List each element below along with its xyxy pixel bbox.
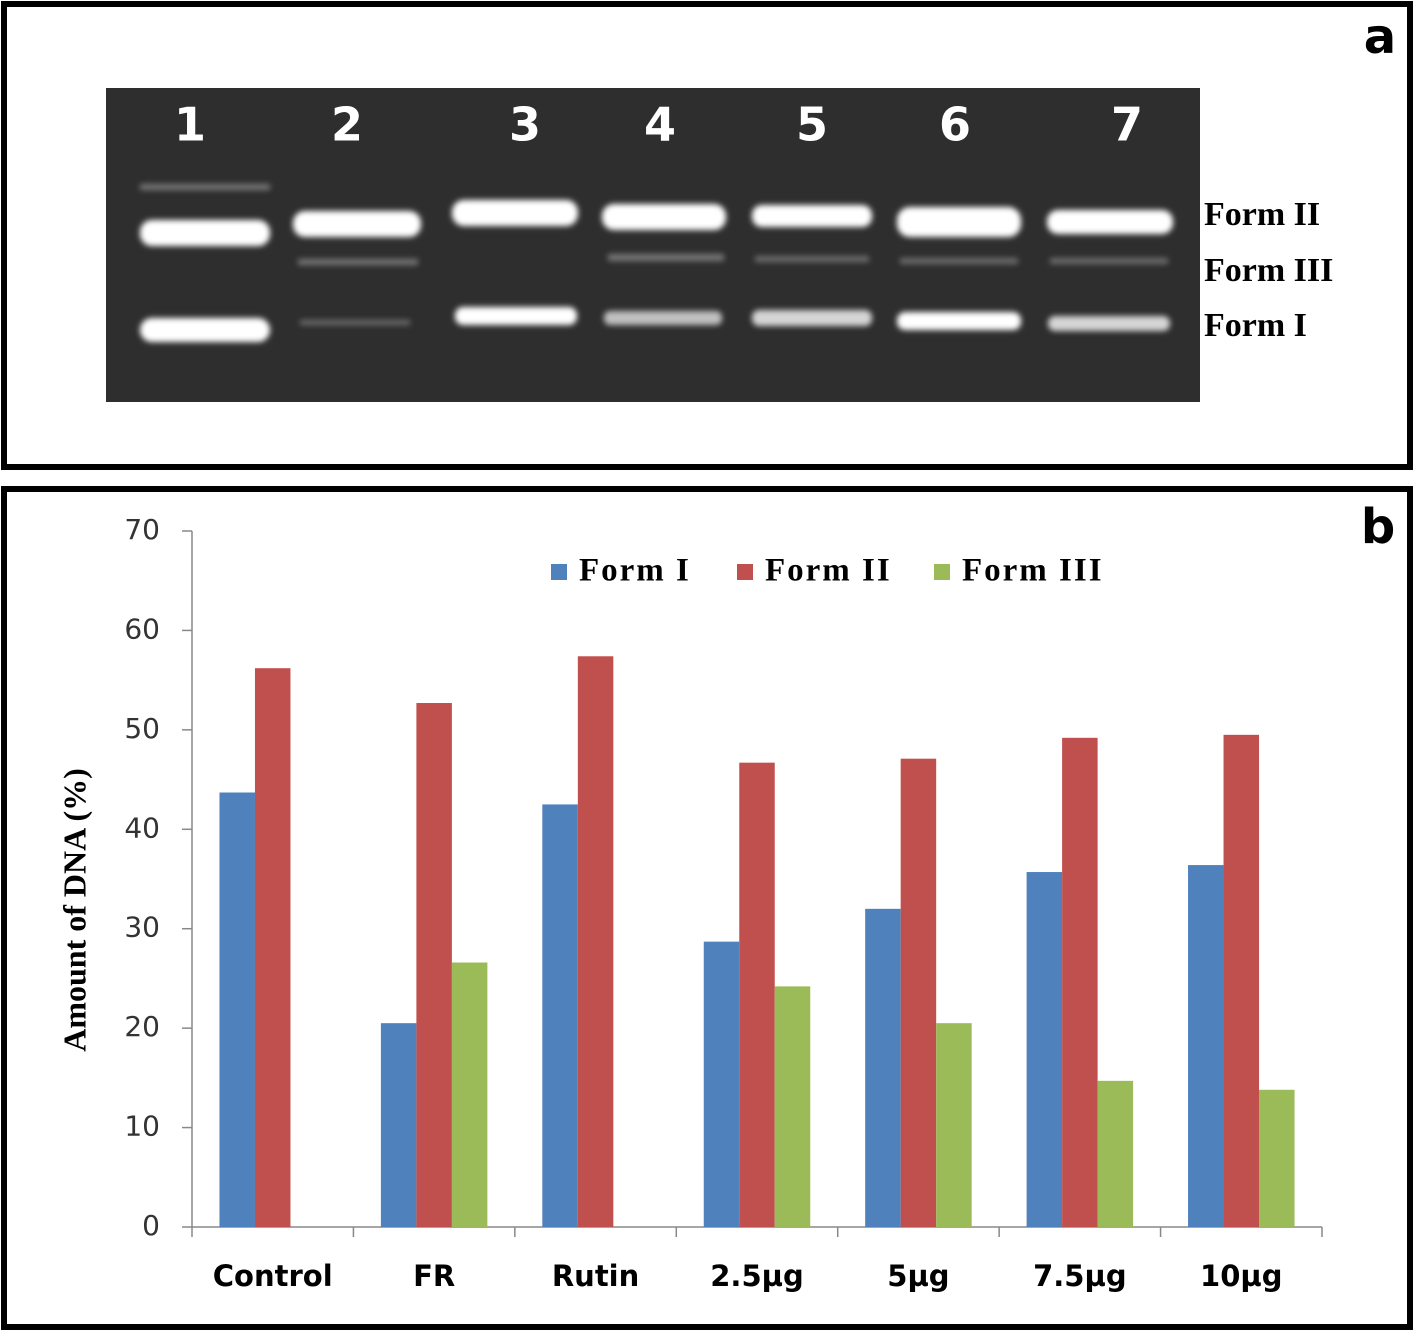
bar: [451, 962, 488, 1227]
gel-bands: [140, 184, 1173, 342]
y-axis-title: Amount of DNA (%): [56, 768, 92, 1052]
legend-label: Form I: [579, 553, 691, 589]
legend-label: Form II: [765, 553, 892, 589]
form-label: Form I: [1204, 307, 1307, 344]
y-tick-label: 30: [124, 911, 160, 944]
x-tick-label: FR: [413, 1259, 455, 1293]
bar: [1223, 734, 1260, 1227]
bar: [865, 908, 901, 1227]
bar: [1188, 865, 1224, 1227]
bar: [542, 804, 578, 1227]
lane-label: 6: [939, 98, 971, 152]
y-tick-label: 10: [124, 1110, 160, 1143]
legend-swatch: [551, 564, 567, 580]
bar: [739, 762, 775, 1227]
x-tick-label: 5µg: [887, 1259, 949, 1293]
form-label: Form III: [1204, 252, 1333, 289]
bar: [1259, 1089, 1295, 1227]
x-tick-label: 2.5µg: [710, 1259, 803, 1293]
panel-a-frame: [1, 1, 1413, 470]
x-tick-label: 10µg: [1200, 1259, 1282, 1293]
lane-label: 4: [644, 98, 676, 152]
y-tick-label: 60: [124, 612, 160, 645]
x-tick-label: Control: [213, 1259, 333, 1293]
x-tick-label: 7.5µg: [1033, 1259, 1126, 1293]
panel-b-frame: [1, 486, 1413, 1330]
bar: [577, 656, 614, 1227]
bar: [254, 668, 291, 1227]
legend-swatch: [737, 564, 753, 580]
lane-label: 5: [796, 98, 828, 152]
panel-label: a: [1364, 9, 1396, 65]
bar: [774, 986, 811, 1227]
x-tick-label: Rutin: [552, 1259, 639, 1293]
bar: [1026, 872, 1063, 1227]
legend-swatch: [934, 564, 950, 580]
lane-label: 7: [1111, 98, 1143, 152]
y-tick-label: 70: [124, 513, 160, 546]
form-label: Form II: [1204, 196, 1320, 233]
y-tick-label: 40: [124, 811, 160, 844]
bar: [1097, 1080, 1134, 1227]
bar: [936, 1023, 972, 1227]
lane-label: 1: [174, 98, 206, 152]
y-tick-label: 50: [124, 712, 160, 745]
lane-label: 2: [331, 98, 363, 152]
bar: [416, 703, 452, 1227]
lane-label: 3: [509, 98, 541, 152]
bar: [219, 792, 255, 1227]
y-tick-label: 20: [124, 1010, 160, 1043]
bar: [703, 941, 740, 1227]
bar: [380, 1023, 417, 1227]
panel-label: b: [1361, 499, 1395, 555]
gel: [106, 88, 1200, 402]
legend-label: Form III: [962, 553, 1104, 589]
bar: [1062, 737, 1098, 1227]
bar: [900, 758, 937, 1227]
y-tick-label: 0: [142, 1209, 160, 1242]
